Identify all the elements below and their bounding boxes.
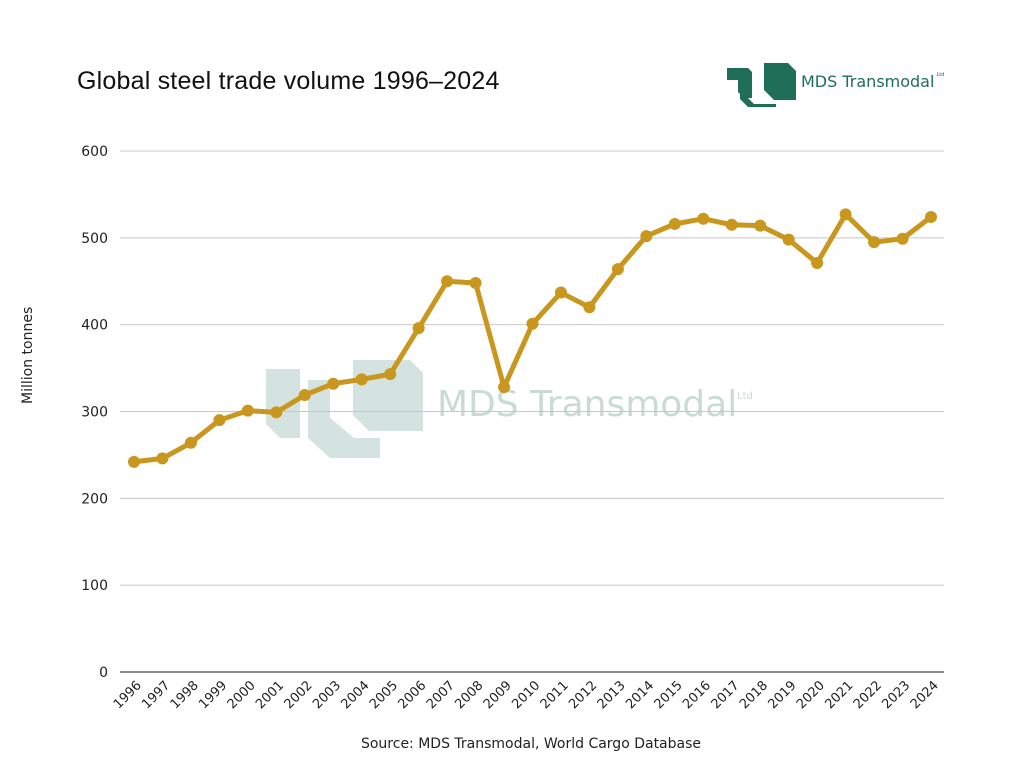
- x-tick-label: 2002: [282, 678, 316, 712]
- x-tick-label: 2004: [339, 678, 373, 712]
- data-point: [384, 368, 397, 381]
- x-tick-label: 2015: [652, 678, 686, 712]
- x-tick-label: 2019: [765, 678, 799, 712]
- logo-text: MDS Transmodal Ltd: [801, 72, 945, 91]
- data-point: [441, 275, 454, 288]
- y-tick-label: 400: [81, 318, 108, 334]
- x-tick-label: 1996: [111, 678, 145, 712]
- data-point: [327, 377, 340, 390]
- data-point: [241, 404, 254, 417]
- data-point: [583, 301, 596, 314]
- data-point: [498, 381, 511, 394]
- data-point: [298, 389, 311, 402]
- x-tick-label: 2007: [424, 678, 458, 712]
- data-point: [611, 263, 624, 276]
- x-tick-label: 2017: [709, 678, 743, 712]
- data-point: [355, 373, 368, 386]
- watermark-logo-left-icon: [266, 369, 300, 438]
- data-point: [896, 232, 909, 245]
- data-point: [725, 218, 738, 231]
- watermark-suffix: Ltd: [737, 391, 753, 402]
- x-tick-label: 2012: [566, 678, 600, 712]
- x-tick-label: 1998: [168, 678, 202, 712]
- data-point: [128, 455, 140, 468]
- y-tick-label: 0: [99, 665, 108, 681]
- data-point: [782, 233, 795, 246]
- x-tick-label: 2000: [225, 678, 259, 712]
- data-point: [270, 406, 283, 419]
- watermark-text: MDS Transmodal: [437, 384, 737, 425]
- x-tick-label: 2014: [623, 678, 657, 712]
- x-tick-label: 2024: [908, 678, 942, 712]
- watermark-logo-middle-icon: [308, 380, 380, 458]
- data-point: [554, 286, 567, 299]
- x-tick-label: 2018: [737, 678, 771, 712]
- data-point: [839, 208, 852, 221]
- x-tick-label: 2016: [680, 678, 714, 712]
- y-tick-label: 600: [81, 144, 108, 160]
- data-point: [213, 414, 226, 427]
- data-point: [925, 210, 937, 223]
- x-tick-label: 2003: [310, 678, 344, 712]
- x-tick-label: 2021: [822, 678, 856, 712]
- y-tick-label: 300: [81, 405, 108, 421]
- data-point: [640, 230, 653, 243]
- x-tick-label: 2020: [794, 678, 828, 712]
- x-tick-label: 2023: [879, 678, 913, 712]
- x-tick-label: 2005: [367, 678, 401, 712]
- x-tick-label: 2009: [481, 678, 515, 712]
- data-point: [412, 322, 425, 335]
- y-tick-label: 100: [81, 578, 108, 594]
- chart-title: Global steel trade volume 1996–2024: [77, 67, 500, 95]
- data-point: [526, 317, 539, 330]
- x-tick-label: 2022: [851, 678, 885, 712]
- data-point: [668, 217, 681, 230]
- x-tick-label: 2006: [395, 678, 429, 712]
- y-tick-label: 500: [81, 231, 108, 247]
- y-tick-label: 200: [81, 491, 108, 507]
- data-point: [184, 436, 197, 449]
- y-axis-label: Million tonnes: [20, 306, 36, 404]
- x-tick-label: 1997: [139, 678, 173, 712]
- x-tick-label: 2010: [509, 678, 543, 712]
- data-point: [469, 276, 482, 289]
- data-point: [754, 219, 767, 232]
- data-point: [156, 452, 169, 465]
- x-tick-label: 1999: [196, 678, 230, 712]
- data-point: [811, 257, 824, 270]
- logo-mark-icon: [727, 63, 796, 107]
- x-tick-label: 2001: [253, 678, 287, 712]
- x-tick-label: 2013: [595, 678, 629, 712]
- source-note: Source: MDS Transmodal, World Cargo Data…: [360, 736, 702, 752]
- brand-logo: MDS Transmodal Ltd: [726, 62, 946, 108]
- data-point: [868, 236, 881, 249]
- watermark: MDS Transmodal Ltd: [266, 360, 753, 458]
- x-tick-label: 2011: [538, 678, 572, 712]
- data-point: [697, 212, 710, 225]
- x-tick-label: 2008: [452, 678, 486, 712]
